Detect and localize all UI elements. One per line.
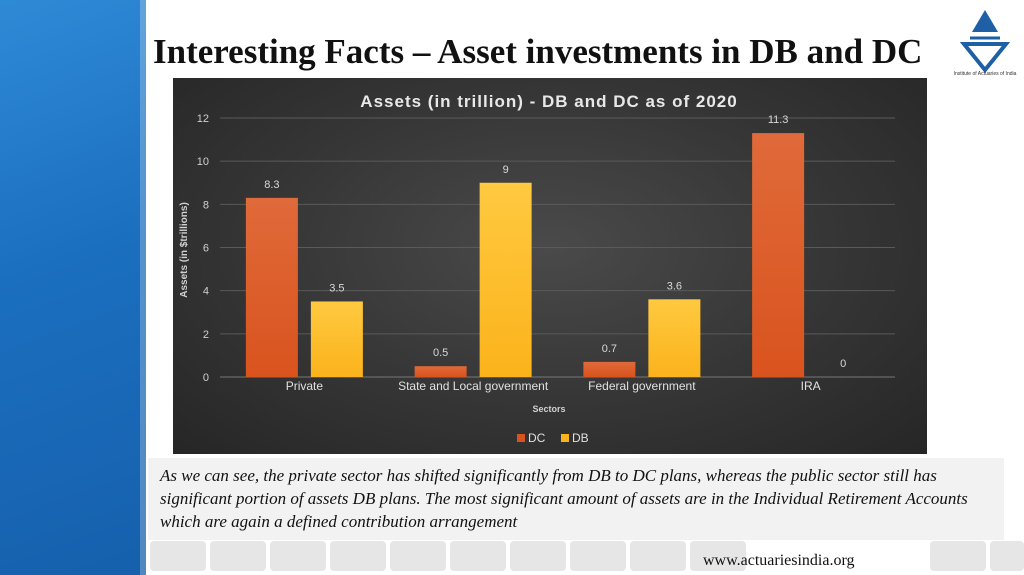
db-bar: [310, 301, 363, 377]
db-bar: [479, 182, 532, 377]
dc-bar: [752, 133, 805, 377]
data-label: 0: [840, 358, 846, 370]
y-tick-label: 12: [197, 113, 209, 125]
y-tick-label: 6: [203, 243, 209, 255]
legend-swatch: [561, 434, 569, 442]
y-tick-label: 4: [203, 286, 209, 298]
data-label: 9: [503, 164, 509, 176]
institute-logo-icon: [959, 10, 1011, 74]
dc-bar: [414, 366, 467, 377]
data-label: 8.3: [264, 179, 279, 191]
data-label: 11.3: [768, 114, 789, 126]
bar-chart: Assets (in trillion) - DB and DC as of 2…: [179, 92, 895, 445]
y-tick-label: 8: [203, 199, 209, 211]
footer-url: www.actuariesindia.org: [703, 552, 855, 569]
x-axis-title: Sectors: [532, 404, 565, 414]
chart-panel: Assets (in trillion) - DB and DC as of 2…: [173, 78, 927, 454]
left-accent-panel: [0, 0, 146, 575]
db-bar: [648, 299, 701, 377]
logo-caption: Institute of Actuaries of India: [953, 71, 1017, 77]
x-tick-label: IRA: [801, 379, 821, 393]
data-label: 0.7: [602, 343, 617, 355]
y-axis-title: Assets (in $trillions): [179, 202, 190, 298]
dc-bar: [583, 361, 636, 377]
decorative-tiles: [150, 537, 1024, 575]
data-label: 3.6: [667, 280, 682, 292]
page-title: Interesting Facts – Asset investments in…: [153, 32, 923, 71]
dc-bar: [245, 197, 298, 377]
caption-box: As we can see, the private sector has sh…: [148, 458, 1004, 540]
data-label: 3.5: [329, 282, 344, 294]
chart-title: Assets (in trillion) - DB and DC as of 2…: [360, 92, 737, 111]
caption-text: As we can see, the private sector has sh…: [160, 466, 968, 531]
y-tick-label: 0: [203, 372, 209, 384]
x-tick-label: Private: [286, 379, 324, 393]
y-tick-label: 10: [197, 156, 209, 168]
legend-swatch: [517, 434, 525, 442]
x-tick-label: Federal government: [588, 379, 696, 393]
legend-label: DB: [572, 431, 589, 445]
data-label: 0.5: [433, 347, 448, 359]
y-tick-label: 2: [203, 329, 209, 341]
x-tick-label: State and Local government: [398, 379, 549, 393]
legend-label: DC: [528, 431, 546, 445]
